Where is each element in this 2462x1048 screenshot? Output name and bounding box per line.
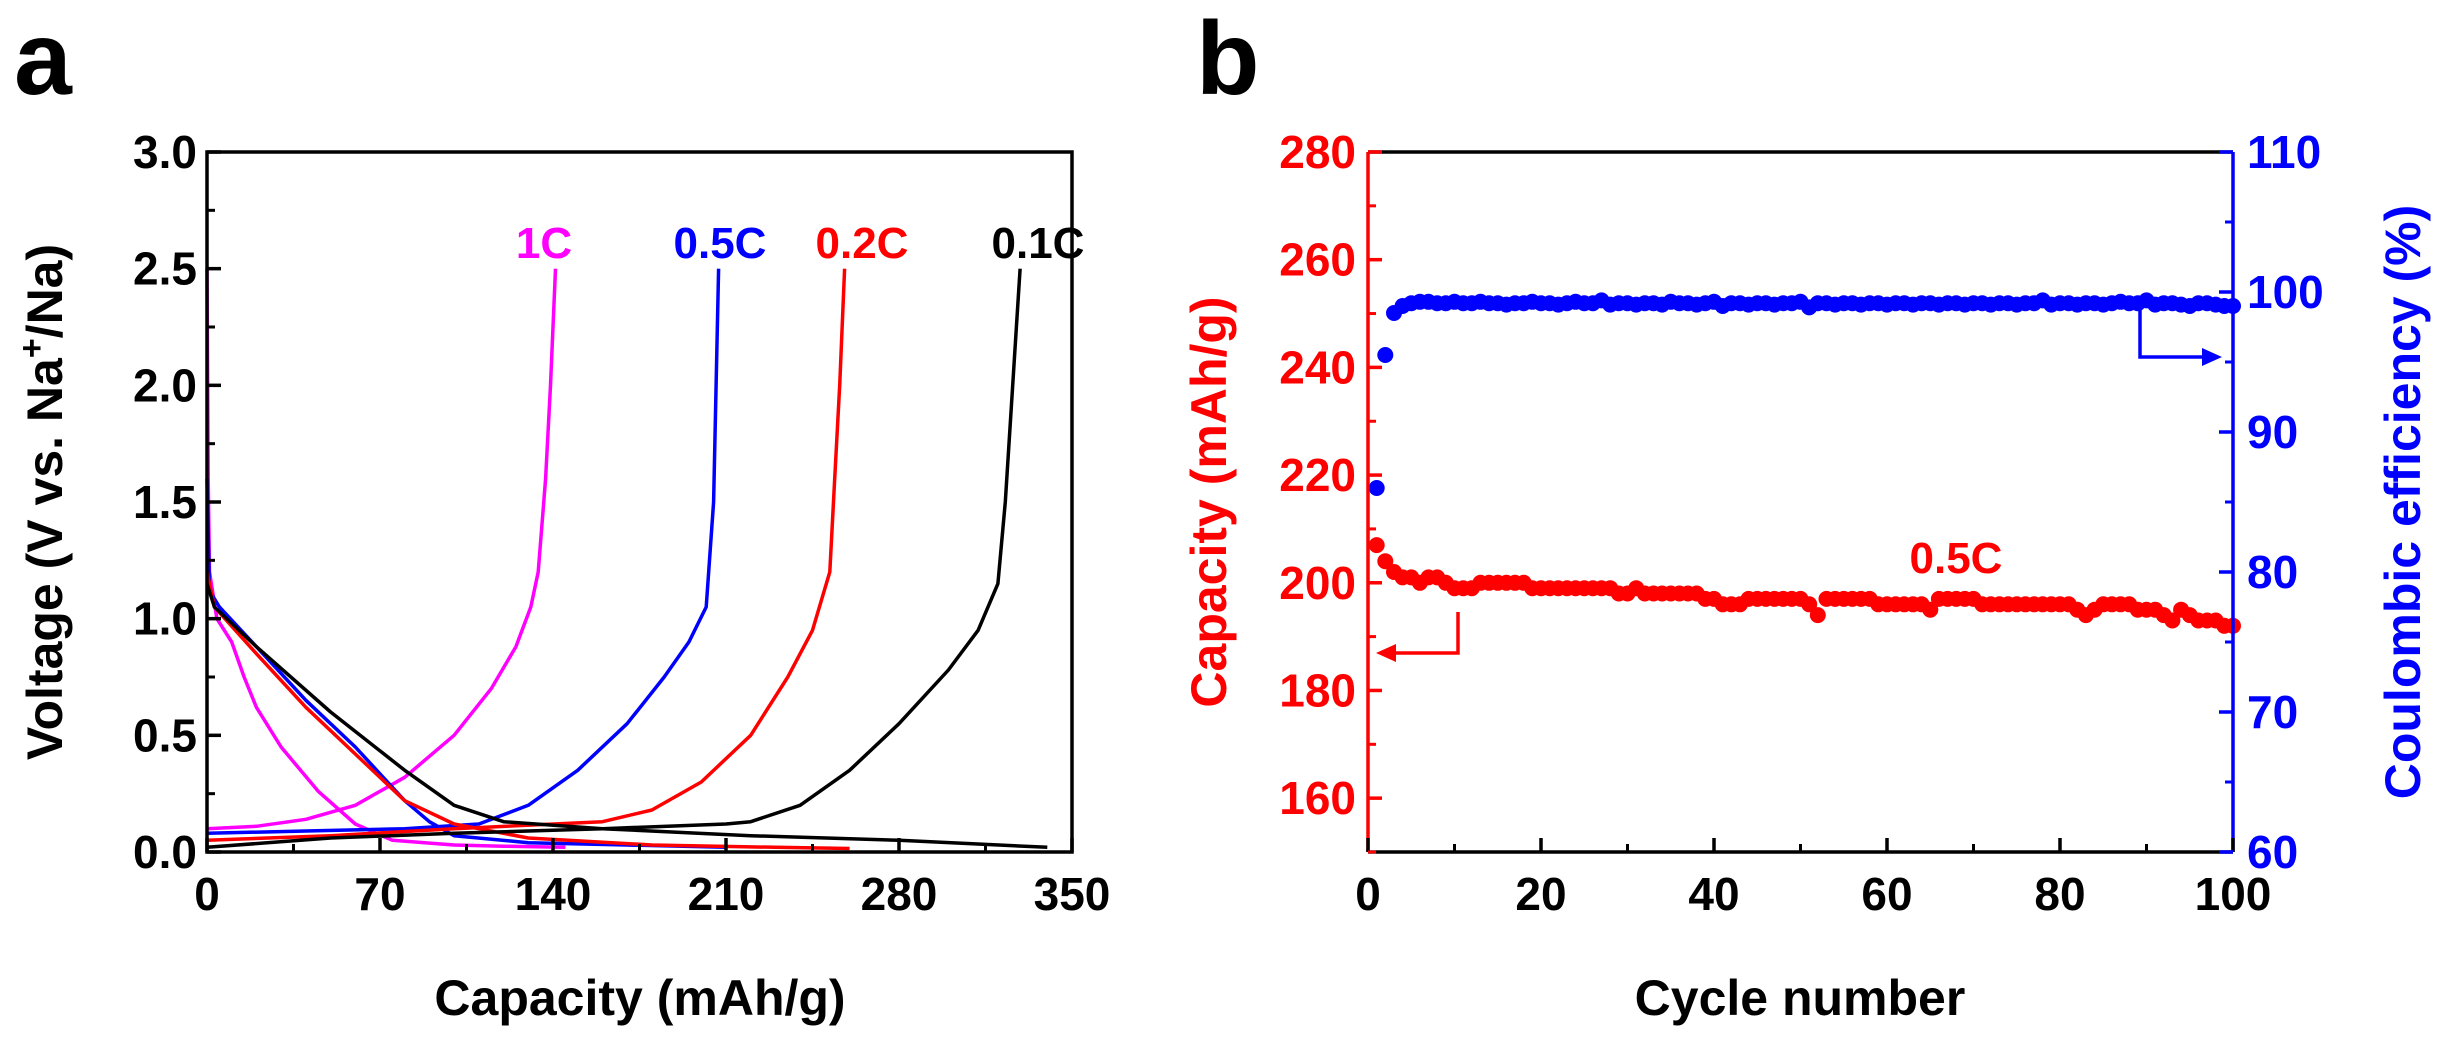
y-tick-label: 1.0: [133, 593, 197, 645]
curve-0.2C-discharge: [205, 571, 850, 851]
panel-a-xlabel: Capacity (mAh/g): [434, 970, 845, 1026]
curve-0.2C-charge: [206, 268, 847, 843]
right-tick-label: 70: [2247, 686, 2298, 738]
series-label-0.2C: 0.2C: [816, 219, 909, 268]
efficiency-point: [1377, 347, 1394, 363]
curve-0.1C-charge: [206, 268, 1022, 850]
panel-b-xlabel: Cycle number: [1635, 970, 1966, 1026]
x-tick-label: 0: [1355, 868, 1381, 920]
panel-b-label: b: [1196, 1, 1260, 117]
panel-a-ylabel-sup: +: [13, 338, 51, 358]
y-tick-label: 0.5: [133, 709, 197, 761]
curve-0.1C-discharge: [205, 583, 1048, 850]
left-tick-label: 280: [1279, 126, 1356, 178]
panel-a-ticks: 0 70 140 210 280 350 0.0 0.5 1.0 1.5 2.0 2.5 3.0: [133, 126, 1110, 920]
curve-1C-discharge: [205, 268, 566, 850]
x-tick-label: 80: [2034, 868, 2085, 920]
panel-a-ylabel: Voltage (V vs. Na+/Na): [13, 244, 73, 760]
series-label-0.1C: 0.1C: [992, 219, 1085, 268]
efficiency-point: [1368, 480, 1385, 496]
y-tick-label: 3.0: [133, 126, 197, 178]
right-tick-label: 110: [2247, 126, 2321, 178]
y-tick-label: 2.5: [133, 243, 197, 295]
capacity-point: [2164, 612, 2181, 629]
series-label-0.5C: 0.5C: [674, 219, 767, 268]
x-tick-label: 100: [2195, 868, 2272, 920]
panel-a-series: [205, 268, 1048, 851]
right-tick-label: 100: [2247, 266, 2324, 318]
right-tick-label: 60: [2247, 826, 2298, 878]
panel-a-ylabel-main: Voltage (V vs. Na: [17, 357, 73, 760]
left-tick-label: 200: [1279, 557, 1356, 609]
panel-a-frame: [205, 150, 1074, 854]
panel-b-ylabel-right: Coulombic efficiency (%): [2375, 205, 2431, 800]
left-tick-label: 240: [1279, 341, 1356, 393]
left-tick-label: 160: [1279, 772, 1356, 824]
efficiency-axis-arrow: [2138, 306, 2222, 366]
panel-a-ylabel-end: /Na): [17, 244, 73, 338]
panel-a-label: a: [14, 1, 73, 117]
x-tick-label: 20: [1515, 868, 1566, 920]
capacity-rate-label: 0.5C: [1910, 534, 2003, 583]
capacity-point: [1809, 607, 1826, 624]
x-tick-label: 350: [1034, 868, 1111, 920]
panel-b: 0 20 40 60 80 100 160 180 200 220 240 260 280 60 70 80 9…: [1181, 126, 2431, 1026]
capacity-point: [1377, 553, 1394, 570]
left-tick-label: 180: [1279, 664, 1356, 716]
capacity-point: [1922, 601, 1939, 618]
y-tick-label: 2.0: [133, 359, 197, 411]
panel-a: 0 70 140 210 280 350 0.0 0.5 1.0 1.5 2.0 2.5 3.0 Cap…: [13, 126, 1110, 1026]
curve-1C-charge: [206, 268, 558, 831]
panel-b-points: [1368, 292, 2241, 634]
right-tick-label: 90: [2247, 406, 2298, 458]
capacity-point: [1368, 537, 1385, 554]
x-tick-label: 0: [194, 868, 220, 920]
x-tick-label: 40: [1688, 868, 1739, 920]
curve-0.5C-discharge: [205, 478, 727, 850]
y-tick-label: 1.5: [133, 476, 197, 528]
x-tick-label: 210: [688, 868, 765, 920]
x-tick-label: 280: [861, 868, 938, 920]
x-tick-label: 140: [515, 868, 592, 920]
capacity-point: [1801, 596, 1818, 613]
right-tick-label: 80: [2247, 546, 2298, 598]
panel-b-ylabel-left: Capacity (mAh/g): [1181, 296, 1237, 707]
capacity-axis-arrow: [1376, 612, 1460, 662]
panel-b-ticks: 0 20 40 60 80 100 160 180 200 220 240 260 280 60 70 80 9…: [1279, 126, 2324, 920]
curve-0.5C-charge: [206, 268, 721, 836]
series-label-1C: 1C: [516, 219, 572, 268]
left-tick-label: 260: [1279, 234, 1356, 286]
x-tick-label: 70: [354, 868, 405, 920]
left-tick-label: 220: [1279, 449, 1356, 501]
x-tick-label: 60: [1861, 868, 1912, 920]
y-tick-label: 0.0: [133, 826, 197, 878]
